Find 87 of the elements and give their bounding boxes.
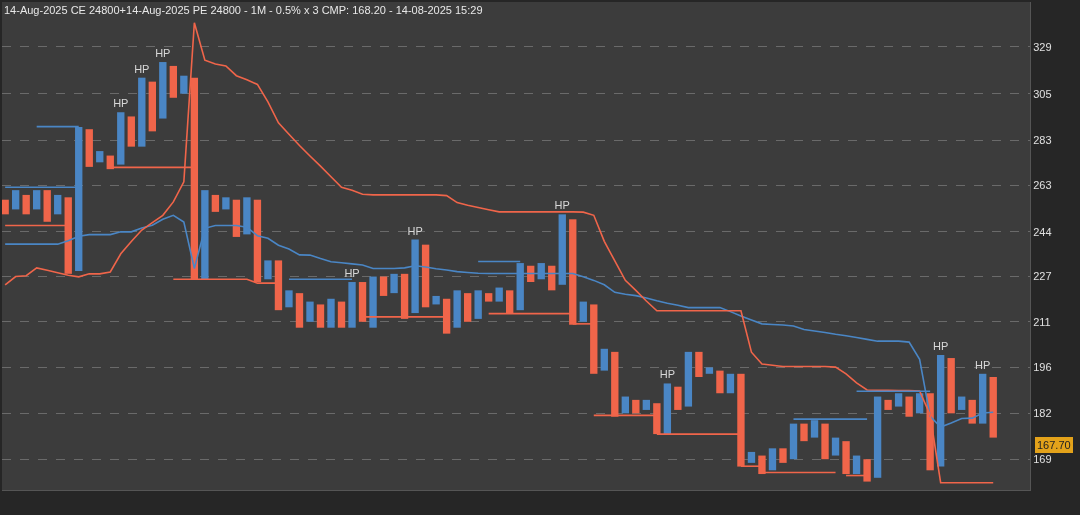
- bar: [621, 396, 629, 414]
- bar: [348, 282, 356, 328]
- bar: [579, 301, 587, 322]
- bar: [432, 295, 440, 305]
- bar: [316, 304, 325, 328]
- bar: [705, 367, 714, 374]
- y-tick-label: 211: [1033, 315, 1051, 328]
- bar: [138, 77, 146, 147]
- y-tick-label: 305: [1033, 87, 1052, 100]
- bar: [43, 190, 51, 222]
- y-tick-label: 263: [1033, 179, 1052, 192]
- bar: [159, 62, 167, 119]
- bar: [716, 370, 724, 394]
- bar: [285, 290, 293, 308]
- y-tick-label: 169: [1033, 453, 1052, 466]
- bar: [789, 423, 798, 460]
- y-tick-label: 227: [1033, 270, 1052, 283]
- bar: [11, 190, 20, 210]
- bar: [484, 293, 493, 302]
- bar: [148, 81, 156, 132]
- bar: [695, 351, 703, 377]
- data-label: HP: [933, 339, 949, 352]
- bar: [390, 273, 398, 294]
- bar: [369, 276, 377, 328]
- data-label: HP: [407, 224, 423, 237]
- bar: [169, 65, 178, 98]
- y-tick-label: 244: [1033, 225, 1052, 238]
- bar: [337, 301, 346, 328]
- data-label: HP: [659, 368, 675, 381]
- bar: [232, 199, 241, 237]
- bar: [831, 437, 840, 456]
- bar: [663, 383, 672, 435]
- y-tick-label: 329: [1033, 40, 1052, 53]
- bar: [453, 290, 461, 328]
- bar: [180, 75, 188, 94]
- bar: [463, 293, 472, 322]
- data-label: HP: [554, 199, 570, 212]
- bar: [411, 239, 419, 314]
- bar: [947, 358, 955, 414]
- y-tick-label: 196: [1033, 361, 1052, 374]
- bar: [779, 448, 787, 463]
- bar: [379, 276, 388, 296]
- data-label: HP: [975, 358, 991, 371]
- bar: [295, 293, 304, 328]
- bar: [852, 455, 861, 475]
- bar: [327, 298, 335, 328]
- chart-title: 14-Aug-2025 CE 24800+14-Aug-2025 PE 24800 - 1M - 0.5% x 3 CMP: 168.20 - 14-08-2025 15:29: [4, 4, 483, 16]
- bar: [726, 373, 735, 394]
- bar: [768, 448, 777, 471]
- bar: [474, 290, 482, 319]
- bar: [979, 373, 987, 424]
- bar: [632, 399, 640, 414]
- bar: [800, 423, 808, 442]
- bar: [642, 399, 651, 410]
- bar: [54, 194, 62, 215]
- data-label: HP: [344, 267, 360, 280]
- bar: [2, 199, 9, 215]
- bar: [421, 244, 430, 308]
- bar: [926, 393, 934, 471]
- bar: [222, 197, 230, 210]
- text: 167.70: [1037, 439, 1071, 451]
- bar: [22, 194, 30, 215]
- data-label: HP: [113, 97, 129, 110]
- bar: [989, 377, 997, 438]
- bar: [674, 386, 682, 410]
- bar: [127, 116, 135, 147]
- bar: [85, 129, 93, 167]
- bar: [884, 399, 892, 410]
- bar: [600, 348, 608, 371]
- bar: [33, 190, 41, 210]
- bar: [117, 112, 125, 165]
- bar: [264, 260, 272, 280]
- data-label: HP: [134, 62, 150, 75]
- bar: [306, 301, 314, 322]
- bar: [821, 423, 829, 460]
- line-series: [4, 22, 995, 484]
- bar: [96, 151, 104, 163]
- bar: [495, 287, 503, 302]
- y-tick-label: 283: [1033, 133, 1052, 146]
- bar: [958, 396, 966, 410]
- y-tick-label: 182: [1033, 407, 1052, 420]
- bar: [211, 194, 220, 212]
- bar: [905, 396, 913, 417]
- bar: [747, 451, 756, 463]
- bar: [684, 351, 693, 407]
- bar: [873, 396, 882, 478]
- data-label: HP: [155, 47, 171, 60]
